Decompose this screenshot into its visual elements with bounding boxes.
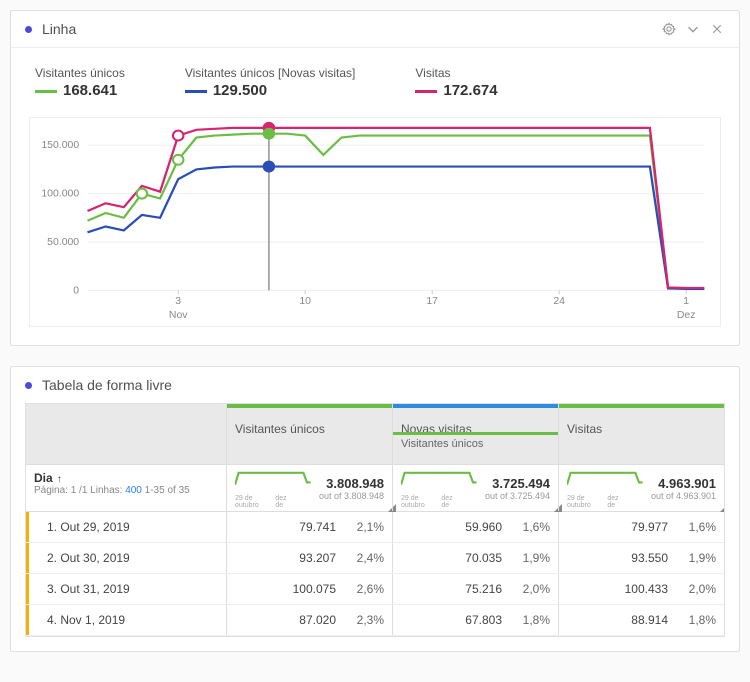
legend-row: Visitantes únicos 168.641Visitantes únic… (29, 66, 721, 99)
legend-item[interactable]: Visitantes únicos 168.641 (35, 66, 125, 99)
metric-header[interactable]: Visitas (558, 404, 724, 464)
chart-area[interactable]: 0 50.000 100.000 150.000 3 10 17 24 1 Nov Dez (29, 117, 721, 327)
legend-item[interactable]: Visitantes únicos [Novas visitas] 129.50… (185, 66, 356, 99)
table-header-row-summary: Dia Página: 1 /1 Linhas: 400 1-35 of 35 … (26, 465, 724, 512)
summary-total: 3.808.948 (319, 476, 384, 491)
summary-cell: 29 de outubrodez de 3.725.494out of 3.72… (392, 465, 558, 511)
summary-sub: out of 4.963.901 (651, 491, 716, 501)
panel-dot-icon (25, 26, 32, 33)
row-label: 1. Out 29, 2019 (26, 512, 226, 542)
row-value-cell: 93.5501,9% (558, 543, 724, 573)
row-value-cell: 100.0752,6% (226, 574, 392, 604)
row-value-cell: 67.8031,8% (392, 605, 558, 635)
panel-title: Tabela de forma livre (42, 377, 725, 393)
summary-total: 3.725.494 (485, 476, 550, 491)
table-body: Visitantes únicosNovas visitasVisitantes… (11, 403, 739, 651)
svg-text:1: 1 (683, 296, 689, 307)
svg-text:Nov: Nov (169, 310, 189, 321)
summary-sub: out of 3.808.948 (319, 491, 384, 501)
row-value-cell: 79.9771,6% (558, 512, 724, 542)
row-value-cell: 100.4332,0% (558, 574, 724, 604)
metric-label: Visitas (567, 422, 716, 436)
dia-sort-label[interactable]: Dia (34, 471, 218, 485)
panel-header: Tabela de forma livre (11, 367, 739, 403)
pagination-info: Página: 1 /1 Linhas: 400 1-35 of 35 (34, 485, 218, 496)
row-value-cell: 79.7412,1% (226, 512, 392, 542)
chevron-down-icon[interactable] (685, 21, 701, 37)
summary-cell: 29 de outubrodez de 3.808.948out of 3.80… (226, 465, 392, 511)
table: Visitantes únicosNovas visitasVisitantes… (25, 403, 725, 637)
row-label: 4. Nov 1, 2019 (26, 605, 226, 635)
sparkline: 29 de outubrodez de (401, 468, 478, 509)
freeform-table-panel: Tabela de forma livre Visitantes únicosN… (10, 366, 740, 652)
line-chart-panel: Linha Visitantes únicos 168.641Visitante… (10, 10, 740, 346)
row-value-cell: 59.9601,6% (392, 512, 558, 542)
legend-value: 129.500 (185, 82, 356, 99)
svg-text:0: 0 (73, 286, 79, 297)
sparkline: 29 de outubrodez de (567, 468, 644, 509)
dimension-header-spacer (26, 404, 226, 464)
table-header-row-metrics: Visitantes únicosNovas visitasVisitantes… (26, 404, 724, 465)
legend-label: Visitantes únicos (35, 66, 125, 80)
row-label: 3. Out 31, 2019 (26, 574, 226, 604)
svg-text:3: 3 (175, 296, 181, 307)
metric-header[interactable]: Novas visitasVisitantes únicos (392, 404, 558, 464)
legend-item[interactable]: Visitas 172.674 (415, 66, 497, 99)
row-label: 2. Out 30, 2019 (26, 543, 226, 573)
svg-text:17: 17 (426, 296, 438, 307)
close-icon[interactable] (709, 21, 725, 37)
row-value-cell: 93.2072,4% (226, 543, 392, 573)
sparkline: 29 de outubrodez de (235, 468, 312, 509)
svg-text:50.000: 50.000 (47, 237, 79, 248)
panel-title: Linha (42, 21, 653, 37)
panel-dot-icon (25, 382, 32, 389)
gear-icon[interactable] (661, 21, 677, 37)
row-value-cell: 87.0202,3% (226, 605, 392, 635)
svg-text:150.000: 150.000 (41, 140, 79, 151)
row-value-cell: 75.2162,0% (392, 574, 558, 604)
table-row[interactable]: 4. Nov 1, 201987.0202,3%67.8031,8%88.914… (26, 605, 724, 636)
chart-body: Visitantes únicos 168.641Visitantes únic… (11, 47, 739, 345)
legend-value: 168.641 (35, 82, 125, 99)
table-row[interactable]: 1. Out 29, 201979.7412,1%59.9601,6%79.97… (26, 512, 724, 543)
dimension-header[interactable]: Dia Página: 1 /1 Linhas: 400 1-35 of 35 (26, 465, 226, 511)
summary-cell: 29 de outubrodez de 4.963.901out of 4.96… (558, 465, 724, 511)
table-row[interactable]: 3. Out 31, 2019100.0752,6%75.2162,0%100.… (26, 574, 724, 605)
svg-text:24: 24 (553, 296, 565, 307)
svg-text:100.000: 100.000 (41, 189, 79, 200)
summary-sub: out of 3.725.494 (485, 491, 550, 501)
row-value-cell: 70.0351,9% (392, 543, 558, 573)
table-body-rows: 1. Out 29, 201979.7412,1%59.9601,6%79.97… (26, 512, 724, 636)
summary-total: 4.963.901 (651, 476, 716, 491)
row-value-cell: 88.9141,8% (558, 605, 724, 635)
metric-sublabel: Visitantes únicos (401, 438, 550, 450)
rows-count-link[interactable]: 400 (125, 485, 142, 496)
legend-label: Visitas (415, 66, 497, 80)
table-row[interactable]: 2. Out 30, 201993.2072,4%70.0351,9%93.55… (26, 543, 724, 574)
metric-header[interactable]: Visitantes únicos (226, 404, 392, 464)
metric-label: Visitantes únicos (235, 422, 384, 436)
svg-text:10: 10 (299, 296, 311, 307)
panel-header: Linha (11, 11, 739, 47)
legend-label: Visitantes únicos [Novas visitas] (185, 66, 356, 80)
legend-value: 172.674 (415, 82, 497, 99)
svg-text:Dez: Dez (677, 310, 696, 321)
